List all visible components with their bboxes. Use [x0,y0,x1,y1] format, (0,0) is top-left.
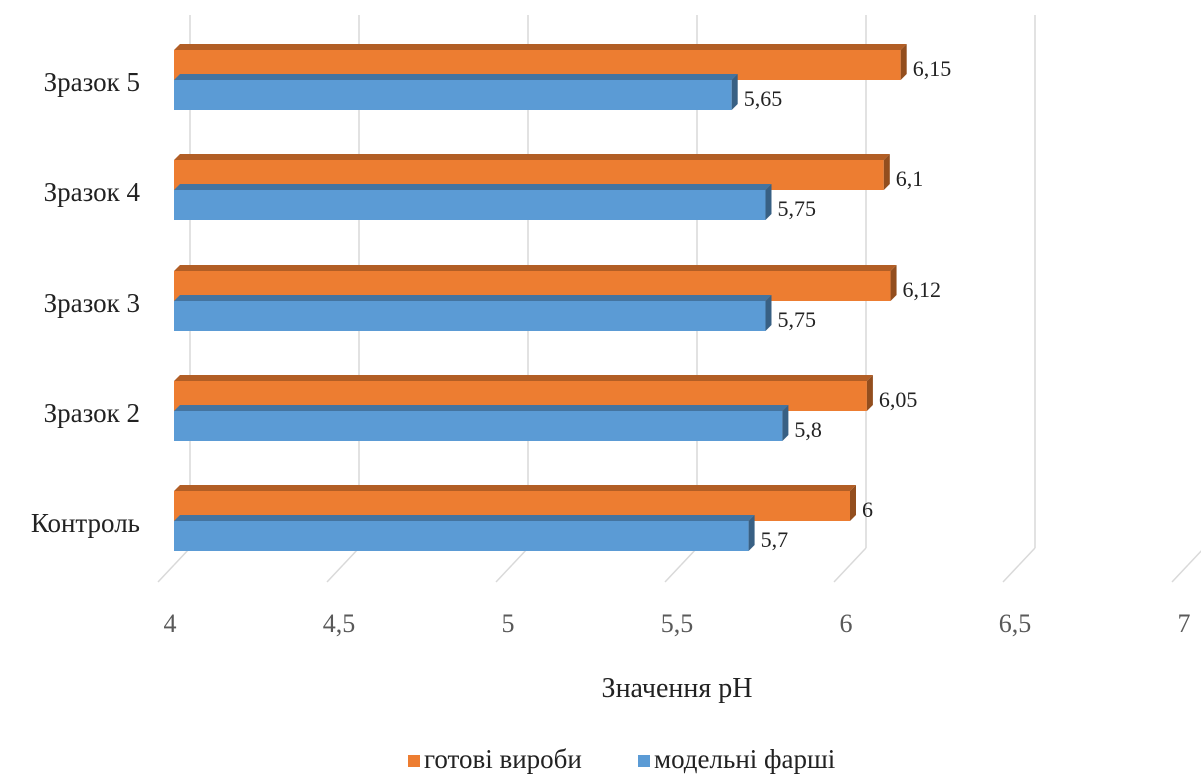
gridline-floor [1171,564,1189,583]
bar-modelni-farshi-top [174,405,789,411]
bar-gotovi-vyroby-top [174,375,873,381]
bar-modelni-farshi-top [174,295,772,301]
gridline-depth [1187,550,1201,566]
bar-gotovi-vyroby-top [174,485,856,491]
bar-modelni-farshi: 5,75 [174,295,816,332]
bar-modelni-farshi-value-label: 5,75 [778,307,817,332]
gridline-depth [1018,547,1036,566]
x-tick-label: 4 [164,609,177,638]
bar-gotovi-vyroby-top [174,44,907,50]
legend: готові вироби модельні фарші [408,744,835,774]
bar-modelni-farshi-value-label: 5,7 [761,527,789,552]
gridline-floor [1002,564,1020,583]
bar-gotovi-vyroby-top [174,154,890,160]
bar-gotovi-vyroby-side [900,44,907,80]
legend-label: модельні фарші [654,744,835,774]
gridline-floor [833,564,851,583]
legend-swatch [638,755,650,767]
bar-modelni-farshi-side [782,405,789,441]
bar-modelni-farshi-side [731,74,738,110]
bar-modelni-farshi-front [174,190,766,220]
x-tick-label: 5,5 [661,609,694,638]
bar-modelni-farshi-front [174,301,766,331]
x-tick-label: 4,5 [323,609,356,638]
bar-modelni-farshi-side [748,515,755,551]
bar-modelni-farshi: 5,7 [174,515,788,552]
bar-gotovi-vyroby-side [890,265,897,301]
x-tick-labels: 4 4,5 5 5,5 6 6,5 7 [164,609,1191,638]
category-label: Контроль [31,508,140,538]
bar-gotovi-vyroby-value-label: 6,1 [896,166,924,191]
bar-modelni-farshi: 5,65 [174,74,782,111]
gridline-floor [326,564,344,583]
bar-modelni-farshi-value-label: 5,8 [794,417,822,442]
bars: 6 5,7 6,05 5,8 6,12 5,75 6,1 5,75 6,15 5,65 [174,44,951,552]
x-tick-label: 5 [502,609,515,638]
legend-label: готові вироби [424,744,582,774]
bar-gotovi-vyroby-value-label: 6,05 [879,387,918,412]
legend-item: готові вироби [408,744,582,774]
bar-modelni-farshi-front [174,521,749,551]
category-label: Зразок 5 [44,67,140,97]
gridline-floor [157,564,175,583]
bar-gotovi-vyroby-top [174,265,897,271]
bar-modelni-farshi-side [765,295,772,331]
gridline-floor [664,564,682,583]
category-label: Зразок 3 [44,288,140,318]
bar-modelni-farshi-top [174,515,755,521]
bar-modelni-farshi-value-label: 5,65 [744,86,783,111]
x-tick-label: 6 [840,609,853,638]
category-label: Зразок 4 [44,177,141,207]
bar-gotovi-vyroby-value-label: 6 [862,497,873,522]
gridline-floor [495,564,513,583]
bar-modelni-farshi-top [174,184,772,190]
bar-modelni-farshi-value-label: 5,75 [778,196,817,221]
category-labels: Контроль Зразок 2 Зразок 3 Зразок 4 Зразок 5 [31,67,141,538]
bar-modelni-farshi-front [174,411,783,441]
bar-gotovi-vyroby-side [850,485,856,521]
gridline-depth [849,547,867,566]
bar-modelni-farshi-front [174,80,732,110]
x-tick-label: 6,5 [999,609,1032,638]
bar-gotovi-vyroby-value-label: 6,12 [903,277,942,302]
bar-gotovi-vyroby-side [866,375,873,411]
x-axis-title: Значення pH [602,673,753,704]
bar-gotovi-vyroby-value-label: 6,15 [913,56,952,81]
category-label: Зразок 2 [44,398,140,428]
bar-modelni-farshi: 5,75 [174,184,816,221]
legend-item: модельні фарші [638,744,835,774]
bar-modelni-farshi-side [765,184,772,220]
x-tick-label: 7 [1178,609,1191,638]
legend-swatch [408,755,420,767]
bar-modelni-farshi-top [174,74,738,80]
bar-modelni-farshi: 5,8 [174,405,822,442]
bar-gotovi-vyroby-side [883,154,890,190]
